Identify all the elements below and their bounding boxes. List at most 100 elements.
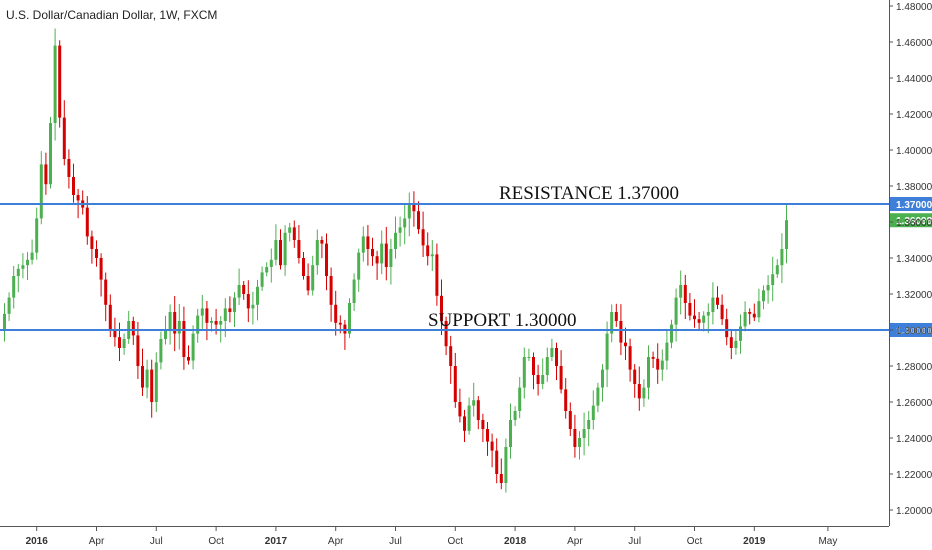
y-tick-label: 1.28000 bbox=[896, 362, 932, 373]
level-price-badge-label: 1.30000 bbox=[896, 326, 932, 337]
candle-body bbox=[693, 315, 696, 320]
x-tick-label: Jul bbox=[389, 536, 402, 547]
candle-body bbox=[274, 240, 278, 260]
candle-body bbox=[444, 321, 448, 347]
candle-body bbox=[481, 420, 485, 429]
candle-body bbox=[440, 295, 443, 321]
x-tick-label: 2018 bbox=[504, 536, 527, 547]
x-tick-label: Jul bbox=[628, 536, 641, 547]
candle-body bbox=[697, 319, 701, 323]
candle-body bbox=[329, 276, 333, 305]
level-price-badge-label: 1.37000 bbox=[896, 200, 932, 211]
candle-body bbox=[532, 357, 535, 375]
candle-body bbox=[734, 340, 738, 348]
candle-body bbox=[3, 313, 6, 330]
candle-body bbox=[58, 45, 62, 118]
candle-body bbox=[141, 366, 144, 388]
candle-body bbox=[67, 159, 71, 177]
candle-body bbox=[90, 236, 94, 249]
candle-body bbox=[104, 279, 108, 305]
candle-body bbox=[504, 447, 508, 483]
candle-body bbox=[21, 265, 25, 269]
candle-body bbox=[522, 357, 526, 388]
candle-body bbox=[16, 268, 20, 276]
candle-body bbox=[371, 249, 374, 257]
candle-body bbox=[315, 240, 319, 266]
candle-body bbox=[426, 245, 430, 257]
candle-body bbox=[214, 321, 218, 325]
candle-body bbox=[509, 420, 512, 447]
candle-body bbox=[642, 387, 646, 399]
candle-body bbox=[182, 321, 186, 357]
price-axis[interactable]: 1.48000 1.46000 1.44000 1.42000 1.40000 1.380… bbox=[889, 2, 932, 517]
candle-body bbox=[108, 304, 112, 330]
y-tick-label: 1.20000 bbox=[896, 506, 932, 517]
levels-group: 1.37000 1.30000 1.36098 bbox=[0, 197, 932, 337]
last-price-badge-label: 1.36098 bbox=[896, 216, 932, 227]
candle-body bbox=[256, 286, 259, 305]
candle-body bbox=[53, 45, 57, 123]
candle-body bbox=[30, 252, 34, 260]
candle-body bbox=[711, 297, 715, 312]
x-tick-label: 2019 bbox=[743, 536, 766, 547]
candle-body bbox=[683, 285, 687, 303]
candle-body bbox=[334, 304, 338, 323]
candle-body bbox=[237, 285, 241, 298]
candle-body bbox=[251, 304, 255, 309]
candle-body bbox=[716, 297, 719, 305]
candle-body bbox=[660, 360, 664, 370]
candle-body bbox=[352, 279, 356, 303]
candle-body bbox=[223, 308, 227, 321]
candle-body bbox=[785, 220, 788, 249]
candle-body bbox=[573, 429, 577, 447]
candle-body bbox=[453, 366, 457, 402]
x-tick-label: May bbox=[818, 536, 837, 547]
candle-body bbox=[389, 249, 393, 267]
candle-body bbox=[159, 339, 163, 363]
y-tick-label: 1.40000 bbox=[896, 146, 932, 157]
candle-body bbox=[564, 389, 568, 411]
x-tick-label: Oct bbox=[687, 536, 703, 547]
candle-body bbox=[665, 342, 669, 361]
candle-body bbox=[545, 357, 549, 375]
x-tick-label: Oct bbox=[448, 536, 464, 547]
candle-body bbox=[403, 218, 407, 228]
candle-body bbox=[513, 411, 517, 420]
candle-body bbox=[44, 164, 48, 185]
candle-body bbox=[246, 294, 250, 309]
time-axis[interactable]: 2016 Apr Jul Oct 2017 Apr Jul Oct 2018 Apr Jul Oct 2… bbox=[26, 526, 838, 547]
candle-body bbox=[380, 243, 384, 264]
candle-body bbox=[748, 312, 752, 314]
candle-body bbox=[357, 252, 361, 280]
candle-body bbox=[150, 369, 154, 402]
candle-body bbox=[467, 405, 471, 431]
candle-body bbox=[591, 405, 595, 420]
candle-body bbox=[242, 285, 246, 294]
candle-body bbox=[7, 297, 11, 314]
candle-body bbox=[283, 232, 287, 266]
candle-body bbox=[62, 117, 66, 159]
candle-body bbox=[200, 308, 204, 316]
candle-body bbox=[361, 236, 365, 253]
candle-body bbox=[122, 339, 126, 348]
candle-body bbox=[164, 330, 167, 339]
candle-body bbox=[780, 249, 784, 266]
candle-body bbox=[725, 319, 729, 338]
candle-body bbox=[366, 236, 370, 249]
candle-body bbox=[260, 272, 264, 287]
candle-body bbox=[265, 267, 269, 273]
candle-body bbox=[187, 357, 190, 361]
candle-body bbox=[302, 258, 305, 276]
candle-body bbox=[624, 342, 627, 347]
candle-body bbox=[228, 308, 232, 312]
candle-body bbox=[12, 276, 16, 298]
candle-body bbox=[536, 375, 540, 384]
candle-body bbox=[555, 348, 558, 366]
y-tick-label: 1.26000 bbox=[896, 398, 932, 409]
candle-body bbox=[486, 429, 489, 442]
candle-body bbox=[375, 256, 379, 264]
candle-body bbox=[288, 227, 292, 233]
x-tick-label: Apr bbox=[89, 536, 105, 547]
candle-body bbox=[430, 254, 434, 257]
